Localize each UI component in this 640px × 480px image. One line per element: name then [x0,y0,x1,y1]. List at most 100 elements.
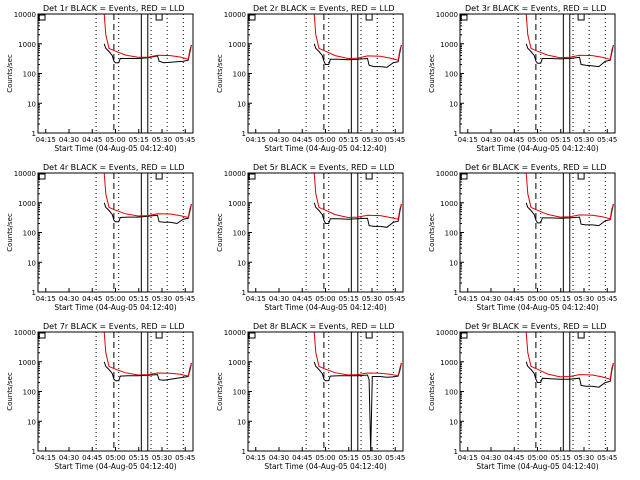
y-tick-label: 10 [449,100,458,108]
top-marker [577,13,585,21]
x-tick-label: 04:15 [458,136,478,144]
x-tick-label: 05:30 [152,136,172,144]
y-tick-label: 1 [454,130,458,138]
x-tick-label: 05:15 [551,136,571,144]
events-series-line [525,361,614,388]
x-tick-label: 05:45 [175,454,195,462]
panel-title: Det 9r BLACK = Events, RED = LLD [465,322,607,331]
plot-frame [459,331,616,452]
events-series-line [313,202,402,228]
x-tick-label: 05:45 [597,136,617,144]
detector-panel-1: 1 10 100 1000 10000 04:15 04:30 04:45 05:00 05:15… [6,4,195,153]
plot-frame [459,13,616,134]
y-axis-label: Counts/sec [428,372,436,411]
x-tick-label: 04:30 [59,295,79,303]
x-tick-label: 05:30 [362,454,382,462]
x-tick-label: 04:15 [458,295,478,303]
y-tick-label: 100 [23,389,36,397]
y-axis-label: Counts/sec [6,372,14,411]
x-tick-label: 04:45 [504,454,524,462]
corner-marker [248,332,256,339]
top-marker [365,13,373,21]
y-tick-label: 1 [32,130,36,138]
x-tick-label: 05:45 [385,295,405,303]
x-tick-label: 04:15 [246,454,266,462]
x-tick-label: 05:30 [152,295,172,303]
x-tick-label: 05:00 [527,136,547,144]
corner-marker [460,173,468,180]
x-tick-label: 05:30 [574,454,594,462]
y-tick-label: 1000 [440,41,458,49]
x-axis-label: Start Time (04-Aug-05 04:12:40) [476,462,598,471]
y-tick-label: 10 [237,259,246,267]
detector-panel-5: 1 10 100 1000 10000 04:15 04:30 04:45 05:00 05:15… [216,163,405,312]
x-tick-label: 05:30 [362,295,382,303]
top-marker [577,172,585,180]
x-tick-label: 04:30 [481,454,501,462]
x-tick-label: 04:45 [82,454,102,462]
plot-frame [247,172,404,293]
x-tick-label: 05:00 [105,295,125,303]
events-series-line [313,361,402,452]
x-axis-label: Start Time (04-Aug-05 04:12:40) [476,144,598,153]
x-axis-label: Start Time (04-Aug-05 04:12:40) [264,303,386,312]
plot-frame [37,331,194,452]
top-marker [155,172,163,180]
detector-panel-3: 1 10 100 1000 10000 04:15 04:30 04:45 05:00 05:15… [428,4,617,153]
y-axis-label: Counts/sec [428,213,436,252]
x-tick-label: 05:15 [339,454,359,462]
y-tick-label: 100 [233,71,246,79]
x-tick-label: 04:30 [269,454,289,462]
events-series-line [313,43,402,68]
x-tick-label: 04:15 [246,295,266,303]
y-axis-label: Counts/sec [216,213,224,252]
corner-marker [460,14,468,21]
x-tick-label: 05:15 [551,295,571,303]
y-tick-label: 1000 [18,200,36,208]
x-tick-label: 05:45 [597,454,617,462]
y-tick-label: 10 [237,418,246,426]
y-axis-label: Counts/sec [428,54,436,93]
y-tick-label: 100 [233,389,246,397]
corner-marker [460,332,468,339]
lld-series-line [313,13,402,61]
x-tick-label: 05:15 [129,454,149,462]
panel-title: Det 2r BLACK = Events, RED = LLD [253,4,395,13]
y-tick-label: 10000 [14,329,36,337]
y-tick-label: 1 [32,448,36,456]
x-tick-label: 05:15 [129,295,149,303]
x-axis-label: Start Time (04-Aug-05 04:12:40) [264,462,386,471]
detector-panel-2: 1 10 100 1000 10000 04:15 04:30 04:45 05:00 05:15… [216,4,405,153]
y-tick-label: 10000 [224,170,246,178]
y-tick-label: 10 [27,418,36,426]
panel-title: Det 4r BLACK = Events, RED = LLD [43,163,185,172]
x-tick-label: 04:45 [292,454,312,462]
y-tick-label: 100 [23,230,36,238]
panel-title: Det 5r BLACK = Events, RED = LLD [253,163,395,172]
lld-series-line [103,331,192,377]
x-tick-label: 04:45 [504,136,524,144]
y-tick-label: 10 [27,259,36,267]
y-axis-label: Counts/sec [216,54,224,93]
x-tick-label: 04:15 [36,136,56,144]
corner-marker [248,173,256,180]
y-axis-label: Counts/sec [6,213,14,252]
x-axis-label: Start Time (04-Aug-05 04:12:40) [54,303,176,312]
corner-marker [248,14,256,21]
x-tick-label: 05:00 [315,136,335,144]
x-tick-label: 04:45 [82,136,102,144]
y-tick-label: 100 [23,71,36,79]
panel-title: Det 8r BLACK = Events, RED = LLD [253,322,395,331]
x-tick-label: 04:45 [504,295,524,303]
detector-panel-9: 1 10 100 1000 10000 04:15 04:30 04:45 05:00 05:15… [428,322,617,471]
y-tick-label: 1000 [228,359,246,367]
events-series-line [103,43,192,64]
x-tick-label: 04:45 [292,136,312,144]
x-axis-label: Start Time (04-Aug-05 04:12:40) [54,462,176,471]
x-axis-label: Start Time (04-Aug-05 04:12:40) [54,144,176,153]
x-tick-label: 05:00 [527,295,547,303]
y-tick-label: 10000 [224,11,246,19]
events-series-line [525,202,614,227]
x-tick-label: 05:45 [597,295,617,303]
lld-series-line [103,13,192,60]
